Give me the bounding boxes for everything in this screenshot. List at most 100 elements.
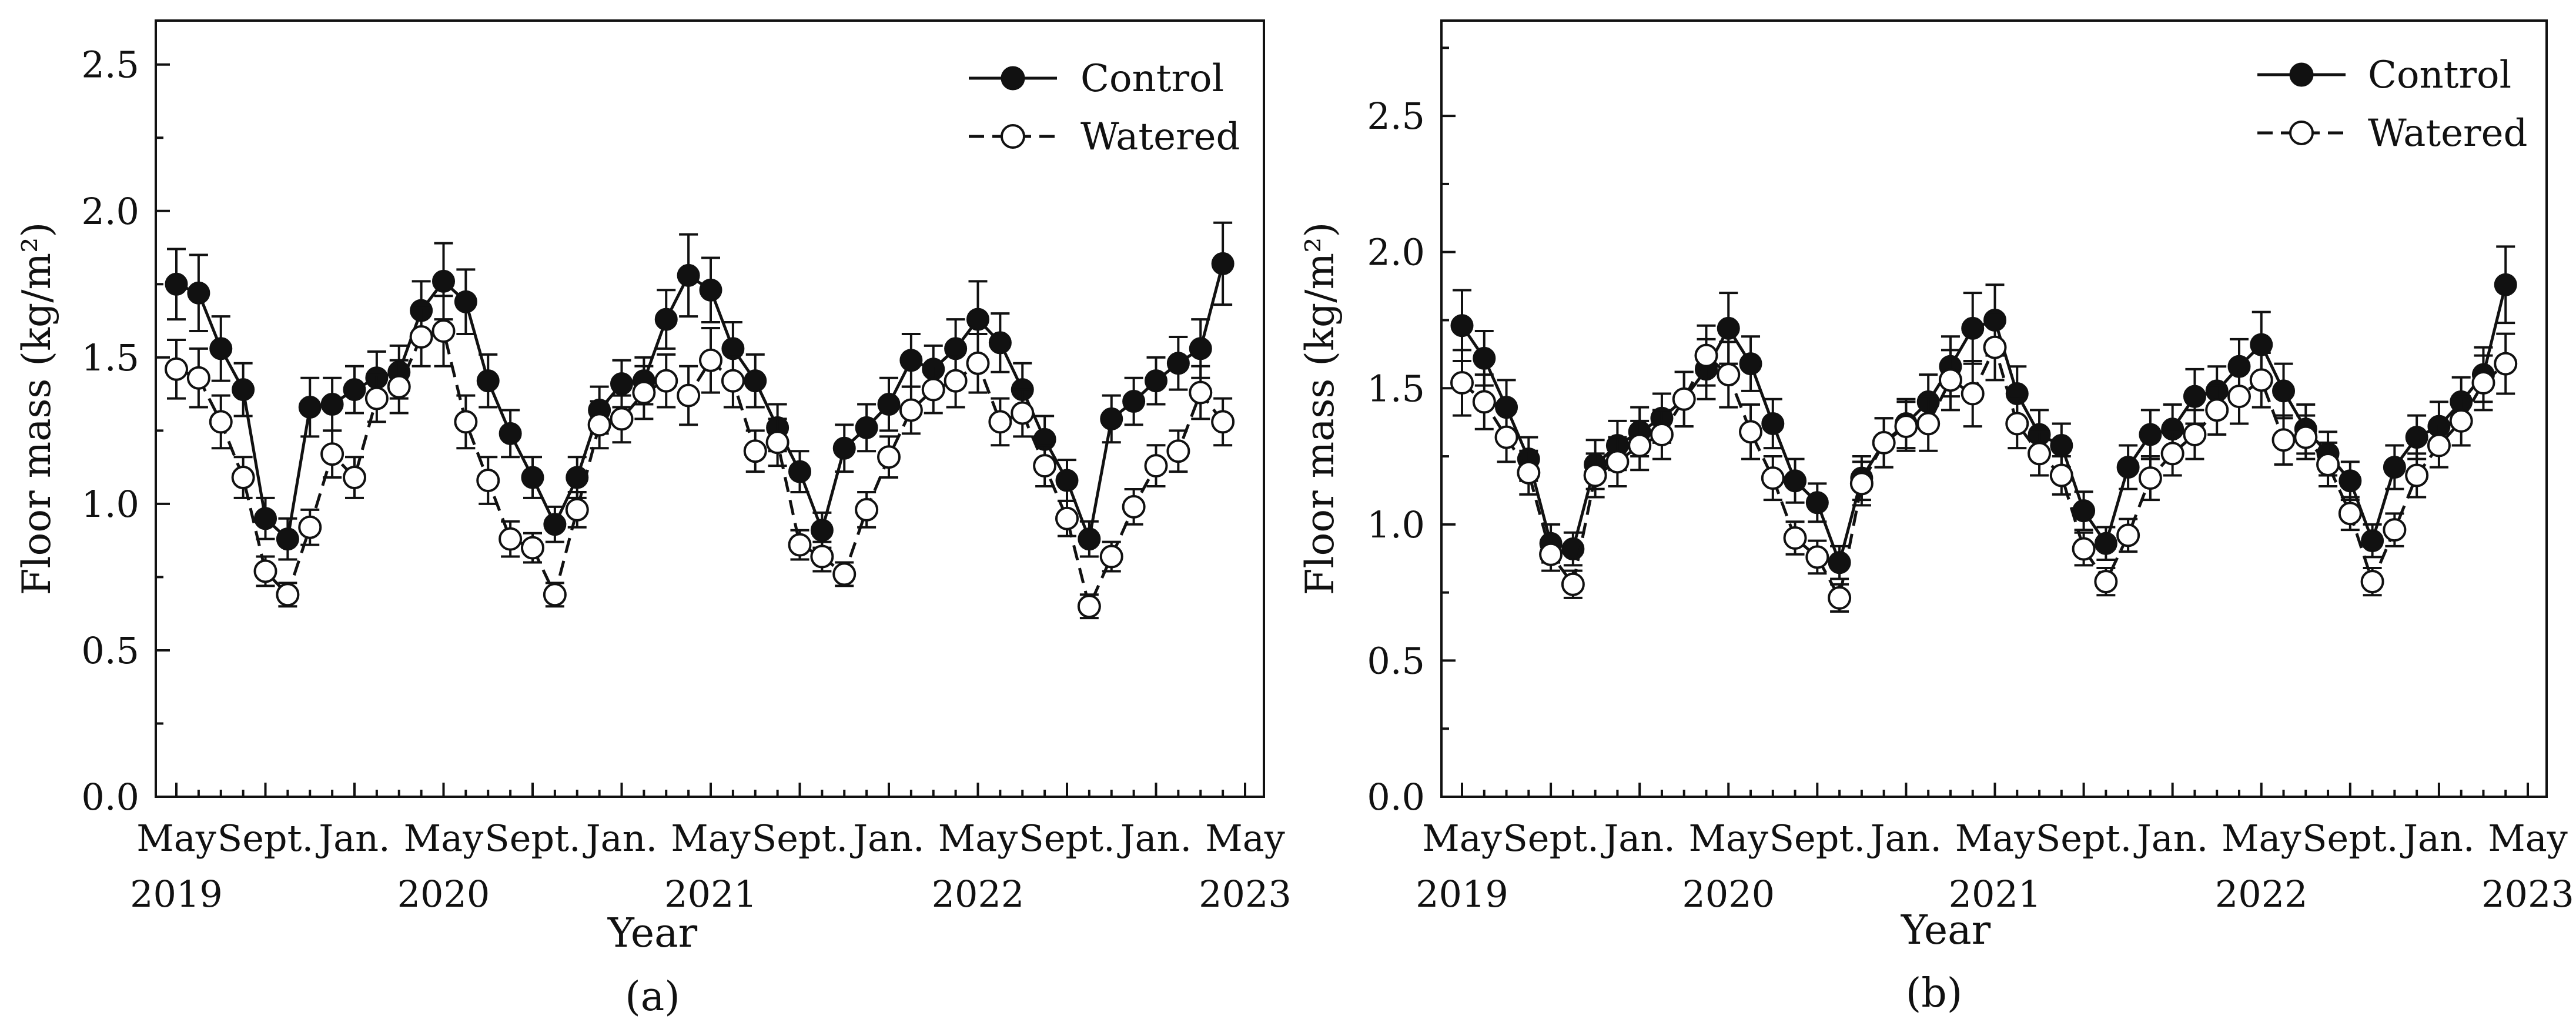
data-point-watered (543, 583, 567, 607)
x-tick-label: Sept. (218, 817, 313, 860)
x-year-label: 2021 (664, 873, 757, 916)
data-point-control (566, 466, 589, 489)
data-point-control (1805, 491, 1829, 514)
data-point-control (744, 369, 767, 393)
data-point-watered (1033, 454, 1057, 478)
data-point-watered (2271, 428, 2296, 452)
x-tick-label: Sept. (1019, 817, 1115, 860)
x-axis-a: May Sept. Jan. May Sept. Jan. May Sept. Jan. May S… (130, 783, 1292, 916)
y-tick-label: 0.0 (1367, 776, 1425, 818)
x-year-label: 2019 (130, 873, 223, 916)
data-point-watered (320, 442, 344, 466)
data-point-control (699, 278, 722, 302)
x-tick-label: Jan. (2133, 817, 2208, 860)
data-point-watered (1717, 363, 1741, 387)
x-year-label: 2022 (932, 873, 1025, 916)
x-axis-b: May Sept. Jan. May Sept. Jan. May Sept. Jan. May S… (1416, 783, 2574, 916)
data-point-watered (699, 348, 722, 372)
data-point-watered (1694, 343, 1718, 368)
data-point-watered (2449, 409, 2473, 433)
data-point-control (2494, 273, 2517, 296)
data-point-control (232, 378, 255, 402)
series-watered-b (1450, 313, 2518, 613)
data-point-control (899, 349, 923, 372)
x-axis-title-b: Year (1901, 907, 1991, 954)
data-point-control (1473, 346, 1496, 370)
data-point-watered (1189, 380, 1213, 405)
data-point-control (1078, 527, 1101, 551)
data-point-watered (1628, 433, 1652, 457)
data-point-watered (2116, 523, 2140, 547)
y-tick-label: 0.5 (81, 629, 139, 672)
data-point-watered (565, 497, 589, 522)
data-point-control (1055, 469, 1079, 492)
series-group-b (1450, 245, 2518, 613)
data-point-watered (1077, 594, 1101, 619)
x-tick-label: May (938, 817, 1018, 860)
data-point-control (2339, 469, 2362, 493)
data-point-watered (1761, 466, 1785, 490)
data-point-control (1784, 469, 1807, 493)
data-point-watered (677, 383, 701, 407)
data-point-control (1166, 352, 1190, 375)
data-point-watered (877, 445, 901, 469)
data-point-control (165, 272, 188, 296)
x-year-label: 2023 (1199, 873, 1292, 916)
data-point-watered (1517, 460, 1541, 485)
data-point-control (454, 290, 477, 313)
data-point-control (855, 416, 878, 439)
data-point-control (2139, 423, 2162, 446)
x-tick-label: Jan. (2400, 817, 2474, 860)
data-point-watered (1828, 586, 1852, 610)
data-point-control (1961, 316, 1985, 340)
data-point-watered (2028, 442, 2052, 466)
data-point-watered (610, 407, 634, 431)
x-tick-label: Sept. (1503, 817, 1598, 860)
x-tick-label: May (671, 817, 750, 860)
data-point-watered (1122, 495, 1146, 519)
y-tick-label: 1.5 (1367, 367, 1425, 410)
legend-label-control-b: Control (2368, 54, 2511, 97)
data-point-watered (1055, 506, 1079, 530)
data-point-watered (2338, 502, 2362, 526)
data-point-control (1450, 314, 1474, 338)
data-point-watered (765, 430, 789, 455)
data-point-watered (2072, 537, 2096, 561)
data-point-watered (721, 369, 745, 393)
data-point-watered (855, 497, 879, 522)
data-point-watered (1166, 439, 1190, 463)
x-year-label: 2023 (2481, 873, 2574, 916)
data-point-watered (1494, 425, 1518, 449)
y-tick-label: 2.0 (81, 190, 139, 233)
data-point-control (810, 519, 834, 542)
legend-b: Control Watered (2257, 54, 2527, 155)
data-point-watered (2405, 463, 2429, 487)
data-point-watered (587, 413, 611, 437)
data-point-control (2183, 385, 2206, 408)
data-point-watered (1983, 335, 2007, 359)
data-point-watered (1916, 412, 1941, 436)
data-point-control (654, 308, 678, 331)
data-point-watered (2205, 398, 2229, 422)
x-tick-label: Sept. (484, 817, 580, 860)
x-tick-label: Jan. (583, 817, 657, 860)
x-axis-title-a: Year (607, 910, 698, 957)
x-tick-label: May (1205, 817, 1284, 860)
x-tick-label: Jan. (1867, 817, 1942, 860)
y-tick-label: 2.5 (1367, 95, 1425, 138)
legend-marker-watered-a (1001, 124, 1025, 149)
x-tick-label: May (2488, 817, 2567, 860)
data-point-watered (921, 377, 945, 402)
data-point-control (187, 281, 210, 305)
data-point-watered (899, 398, 923, 422)
y-tick-label: 2.5 (81, 44, 139, 86)
data-point-watered (364, 386, 389, 410)
data-point-watered (1672, 387, 1696, 411)
data-point-control (343, 378, 366, 402)
x-year-label: 2022 (2215, 873, 2308, 916)
data-point-control (209, 337, 233, 360)
x-tick-label: May (1689, 817, 1768, 860)
data-point-watered (165, 357, 188, 381)
x-year-label: 2020 (397, 873, 490, 916)
x-tick-label: Sept. (2036, 817, 2132, 860)
